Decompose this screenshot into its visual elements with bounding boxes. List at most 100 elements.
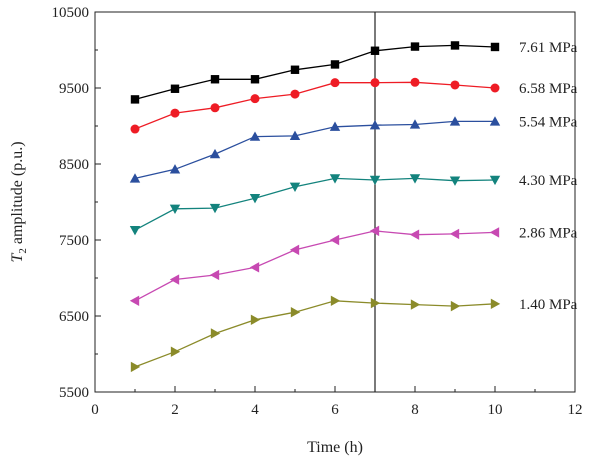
data-point [490,42,500,52]
y-tick-label: 7500 [59,233,89,249]
plot-frame [94,11,576,393]
data-point [450,41,460,50]
data-point [170,84,180,93]
data-point [209,203,221,214]
data-point [209,269,220,281]
y-axis-title-subscript: 2 [17,248,29,254]
series-line [134,300,496,368]
data-point [290,89,300,99]
data-point [330,295,341,306]
data-point [289,182,301,192]
data-point [130,124,140,134]
data-point [409,174,421,184]
data-point [369,175,381,186]
data-point [330,60,340,69]
series-line [134,120,495,180]
data-point [290,65,300,74]
y-tick-label: 8500 [59,157,89,173]
series-label: 6.58 MPa [519,81,578,97]
data-point [129,295,140,306]
data-point [489,175,501,186]
data-point [449,176,461,186]
data-point [409,229,420,240]
y-axis-title: T2 amplitude (p.u.) [9,141,29,262]
data-point [250,94,260,104]
data-point [490,83,500,93]
series-3 [129,116,501,183]
data-point [329,121,341,131]
data-point [209,148,221,159]
y-axis-title-rest: amplitude (p.u.) [9,141,26,248]
data-point [249,194,261,204]
data-point [370,297,381,309]
y-tick-label: 5500 [59,385,89,401]
x-tick-label: 8 [411,402,419,418]
labels-group: 7.61 MPa 6.58 MPa 5.54 MPa 4.30 MPa 2.86 MPa… [519,40,578,313]
data-point [289,244,300,256]
data-point [450,80,460,90]
data-point [329,234,340,246]
x-tick-label: 0 [91,402,99,418]
y-tick-label: 6500 [59,309,89,325]
data-point [130,95,140,104]
data-point [369,225,380,237]
data-point [249,262,260,273]
series-line [134,177,496,231]
data-point [210,103,220,113]
series-line [134,81,496,130]
data-point [129,173,141,183]
series-label: 5.54 MPa [519,114,578,130]
series-1 [130,41,500,104]
series-line [134,44,496,101]
data-point [169,274,180,285]
x-tick-label: 6 [331,402,339,418]
data-point [330,78,340,88]
series-label: 1.40 MPa [519,297,578,313]
data-point [449,116,461,126]
data-point [129,225,141,236]
data-point [210,75,220,84]
data-point [449,228,460,240]
y-tick-label: 10500 [52,5,90,21]
series-line [134,230,496,302]
series-label: 4.30 MPa [519,173,578,189]
data-point [410,77,420,87]
data-point [130,361,141,373]
data-point [290,307,301,318]
data-point [489,116,501,126]
data-point [169,204,181,215]
data-point [410,299,421,310]
data-point [289,130,301,141]
data-point [450,300,461,312]
data-point [489,227,500,238]
data-point [170,346,181,357]
data-point [210,328,221,339]
x-axis-title: Time (h) [307,439,363,456]
y-tick-label: 9500 [59,81,89,97]
x-tick-label: 12 [568,402,583,418]
data-point [249,131,261,141]
data-point [369,120,381,130]
data-point [250,75,260,84]
data-point [410,42,420,51]
axes: 0 2 4 6 8 10 12 5500 6500 7500 8500 9500 10500 [52,5,583,418]
series-group [129,41,501,373]
data-point [250,314,261,325]
data-point [170,108,180,118]
series-5 [129,225,500,306]
x-tick-label: 2 [171,402,179,418]
data-point [370,46,380,55]
series-label: 7.61 MPa [519,40,578,56]
series-label: 2.86 MPa [519,225,578,241]
data-point [370,78,380,88]
series-4 [129,174,501,236]
x-tick-label: 4 [251,402,259,418]
data-point [409,119,421,129]
data-point [169,164,181,174]
data-point [329,174,341,184]
y-axis-title-symbol: T [9,253,26,263]
x-tick-label: 10 [488,402,503,418]
series-6 [130,295,501,373]
series-2 [130,77,500,134]
